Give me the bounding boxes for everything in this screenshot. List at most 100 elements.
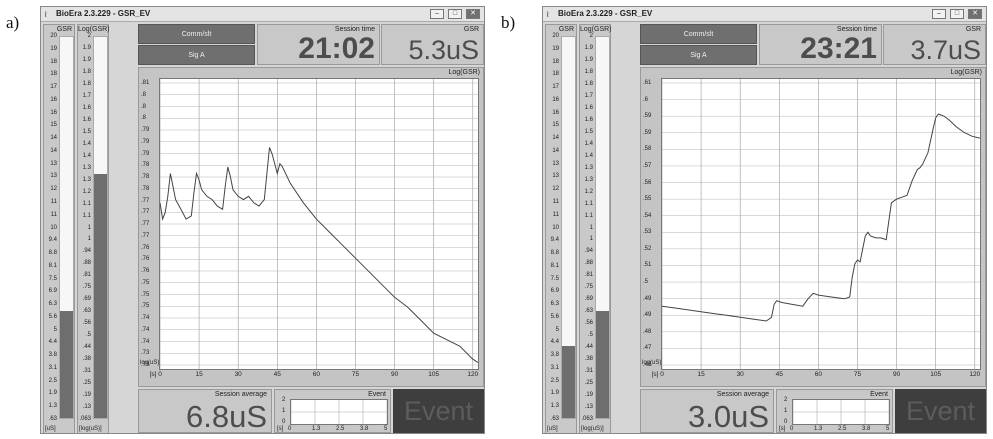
meter-tick-label: 18 [45, 59, 57, 65]
meter-track [561, 36, 576, 419]
gsr-meter: GSR 20 19 18 18 17 16 16 15 14 14 13 13 12 11 11 10 9.4 8.… [43, 24, 75, 434]
meter-tick-label: 19 [45, 46, 57, 52]
session-average-display: Session average 3.0uS [640, 389, 774, 433]
event-plot-area [792, 399, 890, 425]
event-x-tick: 2.5 [336, 426, 344, 432]
comm-button[interactable]: Comm/slt [640, 24, 757, 44]
meter-tick-label: 14 [547, 135, 559, 141]
meter-tick-label: .38 [581, 356, 593, 362]
x-tick-label: 120 [467, 371, 478, 378]
event-indicator: Event [895, 389, 986, 433]
y-tick-label: .75 [141, 292, 157, 298]
meter-unit: [uS] [547, 426, 558, 432]
y-tick-label: .53 [643, 229, 659, 235]
meter-tick-label: 3.8 [547, 352, 559, 358]
meter-tick-label: 10 [547, 225, 559, 231]
meter-tick-label: 3.1 [45, 365, 57, 371]
sig-a-button[interactable]: Sig A [640, 45, 757, 65]
x-tick-label: 120 [969, 371, 980, 378]
minimize-button[interactable]: – [430, 9, 444, 19]
session-time-display: Session time 21:02 [257, 24, 380, 65]
meter-tick-label: 1.8 [79, 69, 91, 75]
meter-tick-label: 1.2 [79, 189, 91, 195]
y-tick-label: .81 [141, 80, 157, 86]
meter-tick-label: .81 [79, 272, 91, 278]
close-button[interactable]: ✕ [968, 9, 982, 19]
title-bar: ≀ BioEra 2.3.229 - GSR_EV – □ ✕ [543, 7, 986, 22]
meter-tick-label: .19 [581, 392, 593, 398]
y-tick-label: .57 [643, 163, 659, 169]
meter-tick-label: 18 [547, 59, 559, 65]
app-icon: ≀ [44, 9, 47, 20]
meter-title: Log(GSR) [78, 26, 108, 33]
meter-tick-label: 1 [581, 225, 593, 231]
meter-tick-label: 12 [45, 186, 57, 192]
event-x-tick: 5 [384, 426, 387, 432]
y-tick-label: .76 [141, 268, 157, 274]
y-tick-label: .79 [141, 151, 157, 157]
meter-tick-label: 1.1 [581, 201, 593, 207]
sig-a-button[interactable]: Sig A [138, 45, 255, 65]
gsr-value: 5.3uS [408, 37, 479, 64]
y-axis-label: log(uS) [642, 360, 658, 366]
meter-tick-label: 1.7 [581, 93, 593, 99]
meter-tick-label: .13 [581, 404, 593, 410]
meter-tick-label: 13 [45, 161, 57, 167]
meter-tick-label: 14 [45, 135, 57, 141]
y-tick-label: .78 [141, 186, 157, 192]
meter-tick-label: 10 [45, 225, 57, 231]
y-tick-label: .75 [141, 303, 157, 309]
meter-tick-label: 1.4 [581, 141, 593, 147]
meter-tick-label: 14 [547, 148, 559, 154]
meter-tick-label: .31 [581, 368, 593, 374]
meter-title: GSR [44, 26, 74, 33]
minimize-button[interactable]: – [932, 9, 946, 19]
event-y-tick: 0 [784, 419, 787, 425]
meter-tick-label: 18 [547, 71, 559, 77]
y-tick-label: .78 [141, 162, 157, 168]
event-x-unit: [s] [277, 426, 283, 432]
meter-title: Log(GSR) [580, 26, 610, 33]
gsr-series-line [160, 147, 478, 362]
meter-tick-label: 1.9 [581, 57, 593, 63]
meter-tick-label: 1.2 [581, 189, 593, 195]
y-tick-label: .55 [643, 196, 659, 202]
y-tick-label: .79 [141, 127, 157, 133]
meter-tick-label: 9.4 [45, 237, 57, 243]
meter-tick-label: 8.1 [547, 263, 559, 269]
meter-tick-label: 1.6 [79, 105, 91, 111]
meter-tick-label: 1.8 [581, 81, 593, 87]
y-tick-label: .5 [643, 279, 659, 285]
meter-tick-label: 1.9 [79, 57, 91, 63]
maximize-button[interactable]: □ [950, 9, 964, 19]
meter-tick-label: .63 [581, 308, 593, 314]
maximize-button[interactable]: □ [448, 9, 462, 19]
meter-tick-label: 1.9 [45, 390, 57, 396]
event-y-tick: 1 [282, 408, 285, 414]
event-plot-area [290, 399, 388, 425]
y-tick-label: .75 [141, 280, 157, 286]
meter-tick-label: 11 [547, 212, 559, 218]
meter-tick-label: .063 [79, 416, 91, 422]
y-tick-label: .74 [141, 315, 157, 321]
window-title: BioEra 2.3.229 - GSR_EV [558, 9, 652, 18]
meter-tick-label: 11 [547, 199, 559, 205]
meter-tick-label: .69 [79, 296, 91, 302]
x-tick-label: 60 [815, 371, 822, 378]
meter-tick-label: .31 [79, 368, 91, 374]
x-axis-unit: [s] [652, 371, 659, 378]
bioera-window: ≀ BioEra 2.3.229 - GSR_EV – □ ✕ GSR 20 19 18 18 17… [542, 6, 987, 434]
meter-tick-label: 1.1 [79, 201, 91, 207]
comm-button[interactable]: Comm/slt [138, 24, 255, 44]
gsr-series-line [662, 114, 980, 321]
x-tick-label: 30 [235, 371, 242, 378]
meter-track [59, 36, 74, 419]
meter-track [595, 36, 610, 419]
meter-tick-label: 16 [547, 110, 559, 116]
meter-tick-label: .75 [79, 284, 91, 290]
meter-tick-label: .56 [581, 320, 593, 326]
meter-tick-label: 1.5 [79, 129, 91, 135]
meter-unit: [log(uS)] [581, 426, 604, 432]
close-button[interactable]: ✕ [466, 9, 480, 19]
y-tick-label: .47 [643, 345, 659, 351]
